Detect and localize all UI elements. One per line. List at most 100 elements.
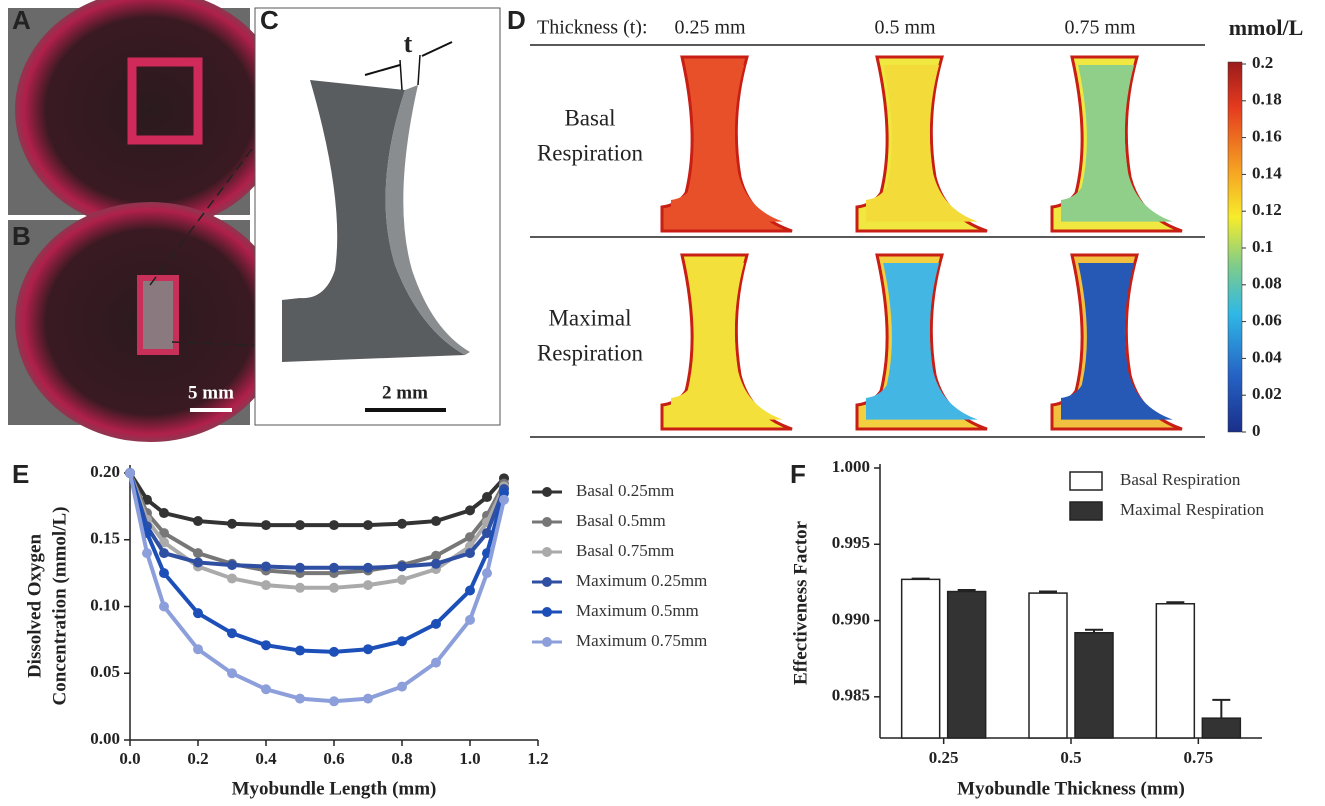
y-axis-title: Concentration (mmol/L) [49, 507, 70, 706]
data-point [329, 520, 339, 531]
data-point [363, 693, 373, 704]
data-point [142, 548, 152, 559]
bar [900, 578, 941, 739]
data-point [499, 494, 509, 505]
column-label: 0.25 mm [674, 17, 746, 39]
legend-marker [542, 547, 552, 557]
data-point [227, 518, 237, 529]
legend-label: Basal 0.25mm [576, 481, 674, 500]
y-tick-label: 1.000 [832, 457, 870, 476]
column-label: 0.5 mm [874, 17, 936, 39]
x-tick-label: 0.4 [255, 749, 277, 768]
x-tick-label: 1.2 [527, 749, 548, 768]
data-point [295, 562, 305, 573]
series-line [128, 472, 506, 704]
legend-marker [542, 637, 552, 647]
data-point [227, 628, 237, 639]
data-point [465, 548, 475, 559]
legend-swatch [1069, 471, 1103, 491]
panel-label: C [260, 5, 279, 35]
zoom-line [171, 341, 271, 347]
y-tick-label: 0.00 [90, 729, 120, 748]
data-point [431, 550, 441, 561]
data-point [363, 580, 373, 591]
row-label: Respiration [537, 140, 644, 165]
data-point [431, 657, 441, 668]
legend-label: Basal Respiration [1120, 470, 1241, 489]
data-point [397, 681, 407, 692]
colorbar-tick-label: 0.06 [1252, 311, 1282, 330]
colorbar-tick-label: 0.02 [1252, 384, 1282, 403]
data-point [397, 518, 407, 529]
data-point [295, 582, 305, 593]
x-tick-label: 0.2 [187, 749, 208, 768]
series-line [128, 472, 506, 654]
data-point [261, 580, 271, 591]
x-tick-label: 0.75 [1183, 748, 1213, 767]
y-tick-label: 0.05 [90, 662, 120, 681]
data-point [261, 520, 271, 531]
y-tick-label: 0.15 [90, 529, 120, 548]
bar [1201, 717, 1242, 739]
data-point [261, 684, 271, 695]
series-line [128, 471, 506, 528]
data-point [159, 601, 169, 612]
legend-swatch [1069, 501, 1103, 521]
data-point [193, 644, 203, 655]
data-point [159, 508, 169, 519]
data-point [329, 696, 339, 707]
y-axis-title: Dissolved Oxygen [24, 534, 45, 679]
colorbar-tick-label: 0.14 [1252, 163, 1282, 182]
x-tick-label: 0.0 [119, 749, 140, 768]
data-point [329, 562, 339, 573]
data-point [295, 645, 305, 656]
concentration-map [855, 55, 988, 233]
y-tick-label: 0.990 [832, 609, 870, 628]
y-tick-label: 0.20 [90, 462, 120, 481]
legend-label: Basal 0.75mm [576, 541, 674, 560]
panel-label: B [12, 221, 31, 251]
concentration-map [855, 253, 988, 431]
colorbar-tick-label: 0.1 [1252, 237, 1273, 256]
concentration-map [660, 253, 793, 431]
bar [1028, 592, 1068, 739]
colorbar [1227, 61, 1243, 433]
colorbar-tick-label: 0.2 [1252, 53, 1273, 72]
panel-label: F [790, 459, 806, 489]
data-point [193, 557, 203, 568]
data-point [431, 516, 441, 527]
series-line [128, 472, 506, 576]
bar [1074, 631, 1114, 739]
data-point [159, 537, 169, 548]
data-point [227, 668, 237, 679]
scale-bar-label: 2 mm [382, 382, 428, 403]
y-tick-label: 0.995 [832, 533, 870, 552]
data-point [227, 573, 237, 584]
row-label: Respiration [537, 340, 644, 365]
bar [1155, 603, 1196, 739]
x-tick-label: 0.5 [1060, 748, 1081, 767]
y-tick-label: 0.10 [90, 595, 120, 614]
data-point [482, 528, 492, 539]
data-point [397, 561, 407, 572]
data-point [329, 646, 339, 657]
colorbar-tick-label: 0.08 [1252, 274, 1282, 293]
x-tick-label: 0.8 [391, 749, 412, 768]
thickness-label: Thickness (t): [537, 17, 648, 39]
row-label: Basal [564, 105, 615, 130]
data-point [431, 558, 441, 569]
colorbar-tick-label: 0.18 [1252, 90, 1282, 109]
data-point [295, 693, 305, 704]
data-point [193, 548, 203, 559]
scale-bar-label: 5 mm [188, 382, 234, 403]
series-line [128, 472, 506, 570]
data-point [261, 561, 271, 572]
data-point [329, 582, 339, 593]
x-axis-title: Myobundle Thickness (mm) [957, 778, 1185, 799]
colorbar-tick-label: 0.16 [1252, 127, 1282, 146]
legend-marker [542, 487, 552, 497]
data-point [159, 548, 169, 559]
panel-label: E [12, 459, 29, 489]
concentration-map [1050, 55, 1183, 233]
